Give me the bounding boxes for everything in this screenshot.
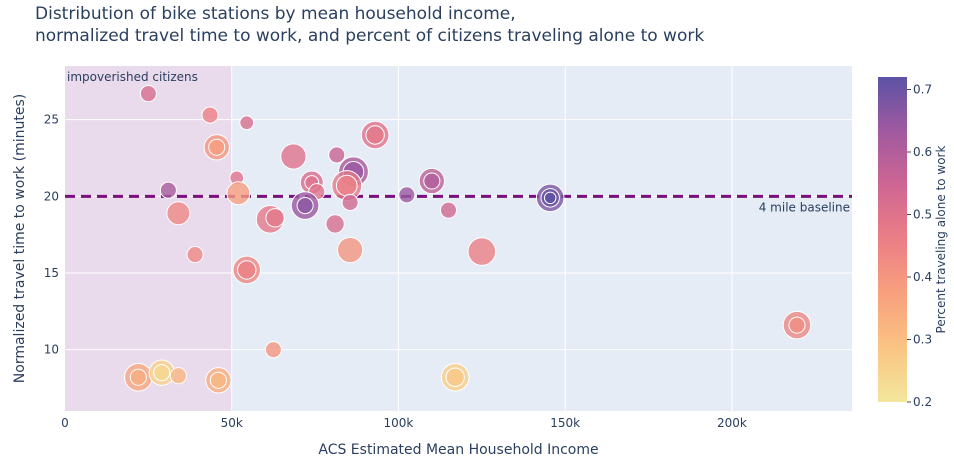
x-axis-title: ACS Estimated Mean Household Income — [318, 442, 598, 458]
data-point-29 — [166, 201, 191, 226]
data-point-15 — [335, 174, 358, 197]
data-point-31 — [265, 208, 285, 228]
data-point-23 — [341, 193, 359, 212]
data-point-6 — [280, 143, 307, 170]
colorbar-tick-label: 0.4 — [913, 270, 932, 284]
y-axis-ticks: 10 15 20 25 — [44, 113, 59, 357]
x-tick-label: 50k — [221, 416, 243, 430]
colorbar-tick-label: 0.2 — [913, 395, 932, 409]
data-point-24 — [398, 186, 416, 204]
colorbar-tick-label: 0.7 — [913, 83, 932, 97]
data-point-35 — [467, 237, 497, 266]
x-axis-ticks: 0 50k 100k 150k 200k — [61, 416, 747, 430]
data-point-28 — [439, 201, 458, 219]
chart-title-line-1: Distribution of bike stations by mean ho… — [35, 4, 516, 24]
colorbar — [878, 77, 907, 402]
data-point-38 — [264, 341, 282, 359]
data-points — [124, 85, 812, 394]
data-point-44 — [153, 364, 171, 382]
colorbar-tick-label: 0.3 — [913, 333, 932, 347]
data-point-7 — [328, 146, 346, 164]
data-point-47 — [209, 371, 227, 389]
impoverished-region-label: impoverished citizens — [67, 70, 198, 84]
data-point-18 — [423, 172, 441, 190]
data-point-49 — [445, 367, 465, 387]
colorbar-title: Percent traveling alone to work — [934, 146, 948, 334]
data-point-40 — [788, 316, 806, 334]
gridlines — [65, 66, 852, 411]
data-point-34 — [336, 236, 364, 264]
data-point-22 — [296, 196, 314, 215]
data-point-33 — [186, 246, 204, 264]
y-tick-label: 20 — [44, 189, 59, 203]
x-tick-label: 100k — [384, 416, 414, 430]
colorbar-ticks: 0.2 0.3 0.4 0.5 0.6 0.7 — [907, 83, 932, 409]
impoverished-region — [65, 66, 232, 411]
data-point-20 — [226, 181, 251, 206]
x-tick-label: 150k — [550, 416, 580, 430]
y-axis-title: Normalized travel time to work (minutes) — [12, 94, 28, 383]
data-point-32 — [325, 214, 345, 234]
data-point-1 — [201, 106, 219, 124]
data-point-19 — [159, 181, 177, 199]
data-point-9 — [365, 125, 385, 145]
y-tick-label: 10 — [44, 343, 59, 357]
x-tick-label: 200k — [717, 416, 747, 430]
y-tick-label: 25 — [44, 113, 59, 127]
x-tick-label: 0 — [61, 416, 69, 430]
data-point-0 — [139, 85, 157, 103]
data-point-4 — [208, 138, 226, 156]
data-point-42 — [129, 368, 147, 386]
data-point-45 — [169, 367, 187, 385]
colorbar-tick-label: 0.6 — [913, 145, 932, 159]
data-point-37 — [237, 260, 257, 280]
chart-title-line-2: normalized travel time to work, and perc… — [35, 26, 705, 46]
y-tick-label: 15 — [44, 266, 59, 280]
data-point-2 — [239, 115, 255, 131]
baseline-label: 4 mile baseline — [759, 200, 850, 214]
colorbar-tick-label: 0.5 — [913, 208, 932, 222]
data-point-27 — [543, 191, 557, 205]
